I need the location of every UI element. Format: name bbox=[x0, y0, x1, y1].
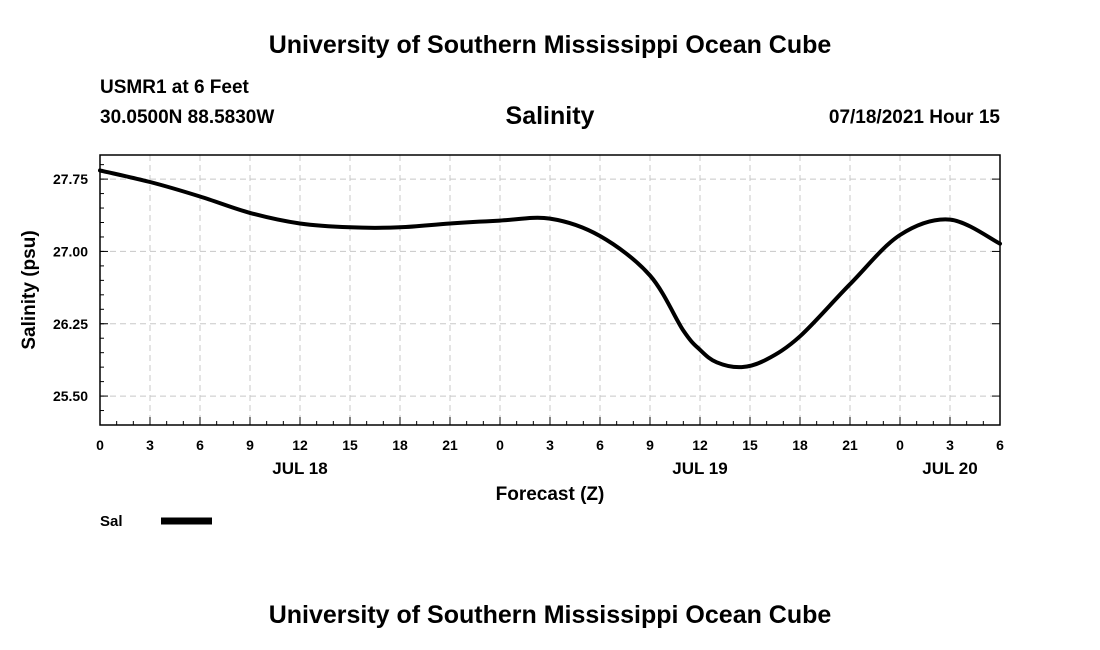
chart-grid bbox=[100, 155, 1000, 425]
day-label: JUL 19 bbox=[672, 459, 727, 478]
x-tick-labels: 0 3 6 9 12 15 18 21 0 3 6 9 12 15 18 21 0 3 6 bbox=[96, 437, 1004, 453]
legend-label: Sal bbox=[100, 513, 123, 530]
x-tick-label: 0 bbox=[96, 437, 104, 453]
y-axis-label: Salinity (psu) bbox=[19, 230, 40, 349]
x-tick-label: 3 bbox=[946, 437, 954, 453]
x-tick-label: 3 bbox=[546, 437, 554, 453]
x-tick-label: 18 bbox=[792, 437, 808, 453]
y-tick-label: 27.75 bbox=[53, 171, 88, 187]
x-axis-label: Forecast (Z) bbox=[496, 484, 605, 505]
x-tick-label: 15 bbox=[742, 437, 758, 453]
y-tick-label: 27.00 bbox=[53, 243, 88, 259]
x-tick-label: 18 bbox=[392, 437, 408, 453]
footer-title: University of Southern Mississippi Ocean… bbox=[268, 601, 832, 629]
x-tick-label: 9 bbox=[246, 437, 254, 453]
x-tick-label: 9 bbox=[646, 437, 654, 453]
x-tick-label: 21 bbox=[442, 437, 458, 453]
salinity-series-line bbox=[98, 168, 1002, 370]
x-tick-label: 0 bbox=[896, 437, 904, 453]
x-tick-label: 3 bbox=[146, 437, 154, 453]
day-label: JUL 18 bbox=[272, 459, 327, 478]
x-tick-label: 12 bbox=[692, 437, 708, 453]
x-tick-label: 6 bbox=[596, 437, 604, 453]
station-coordinates: 30.0500N 88.5830W bbox=[100, 107, 275, 128]
x-tick-label: 15 bbox=[342, 437, 358, 453]
y-tick-label: 26.25 bbox=[53, 316, 88, 332]
x-tick-label: 21 bbox=[842, 437, 858, 453]
y-tick-label: 25.50 bbox=[53, 388, 88, 404]
x-tick-label: 6 bbox=[196, 437, 204, 453]
day-label: JUL 20 bbox=[922, 459, 977, 478]
chart-title: Salinity bbox=[506, 102, 595, 130]
x-tick-label: 0 bbox=[496, 437, 504, 453]
axis-ticks bbox=[99, 164, 1001, 425]
day-labels: JUL 18 JUL 19 JUL 20 bbox=[272, 459, 977, 478]
y-tick-labels: 25.50 26.25 27.00 27.75 bbox=[53, 171, 88, 404]
x-tick-label: 12 bbox=[292, 437, 308, 453]
station-label: USMR1 at 6 Feet bbox=[100, 77, 249, 98]
page-title: University of Southern Mississippi Ocean… bbox=[268, 31, 832, 59]
x-tick-label: 6 bbox=[996, 437, 1004, 453]
forecast-datetime: 07/18/2021 Hour 15 bbox=[828, 107, 1000, 128]
